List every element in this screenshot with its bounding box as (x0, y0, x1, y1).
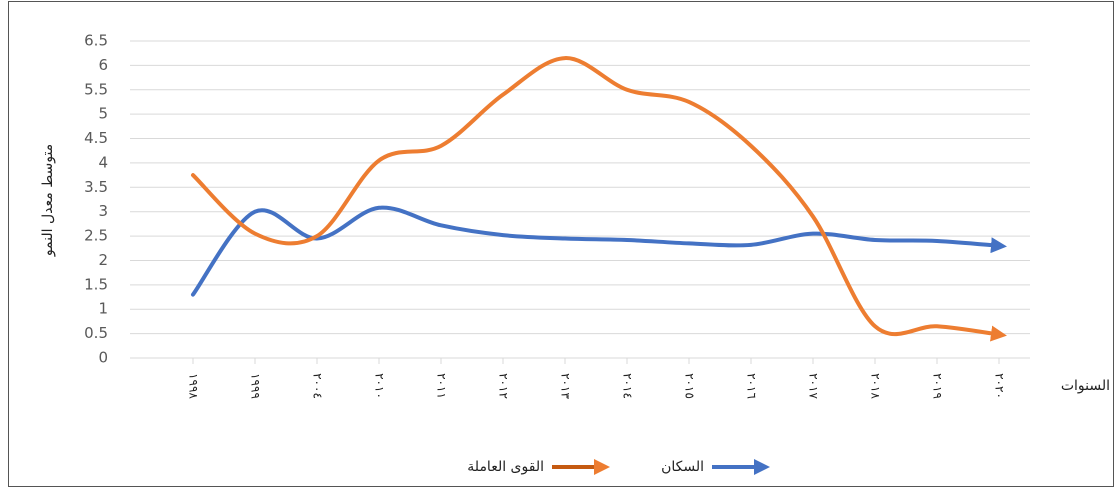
y-axis-label: متوسط معدل النمو (40, 144, 56, 257)
y-tick-label: 1 (98, 300, 108, 318)
legend-label: السكان (661, 459, 704, 475)
y-tick-label: 0.5 (84, 324, 108, 342)
x-tick-label: ٢٠١٣ (559, 373, 573, 399)
y-tick-label: 4 (98, 153, 108, 171)
x-tick-label: ٢٠١٧ (807, 373, 821, 399)
x-tick-label: ٢٠١٩ (931, 373, 945, 399)
y-tick-label: 2 (98, 251, 108, 269)
y-tick-label: 3.5 (84, 178, 108, 196)
x-tick-label: ٢٠١٢ (497, 373, 511, 399)
y-tick-label: 5 (98, 105, 108, 123)
y-tick-label: 3 (98, 202, 108, 220)
y-tick-label: 6.5 (84, 32, 108, 50)
x-tick-label: ٢٠١٤ (621, 373, 635, 399)
series-line (191, 205, 1007, 297)
frame (8, 1, 1114, 487)
series-line (191, 56, 1007, 342)
y-tick-label: 1.5 (84, 275, 108, 293)
x-tick-label: ١٩٩٩ (249, 373, 263, 399)
x-tick-label: ٢٠١٦ (745, 373, 759, 399)
y-tick-label: 0 (98, 349, 108, 367)
x-tick-label: ٢٠٠٤ (311, 373, 325, 399)
x-axis-label: السنوات (1061, 378, 1110, 394)
x-tick-label: ٢٠٢٠ (993, 373, 1007, 399)
y-tick-label: 5.5 (84, 80, 108, 98)
x-tick-label: ٢٠١٨ (869, 373, 883, 399)
x-tick-label: ٢٠١٥ (683, 373, 697, 399)
y-tick-label: 6 (98, 56, 108, 74)
x-tick-label: ١٩٩٨ (187, 373, 201, 399)
y-tick-label: 4.5 (84, 129, 108, 147)
x-tick-label: ٢٠١٠ (373, 373, 387, 399)
legend-label: القوى العاملة (467, 459, 544, 475)
x-tick-label: ٢٠١١ (435, 373, 449, 399)
y-tick-label: 2.5 (84, 227, 108, 245)
